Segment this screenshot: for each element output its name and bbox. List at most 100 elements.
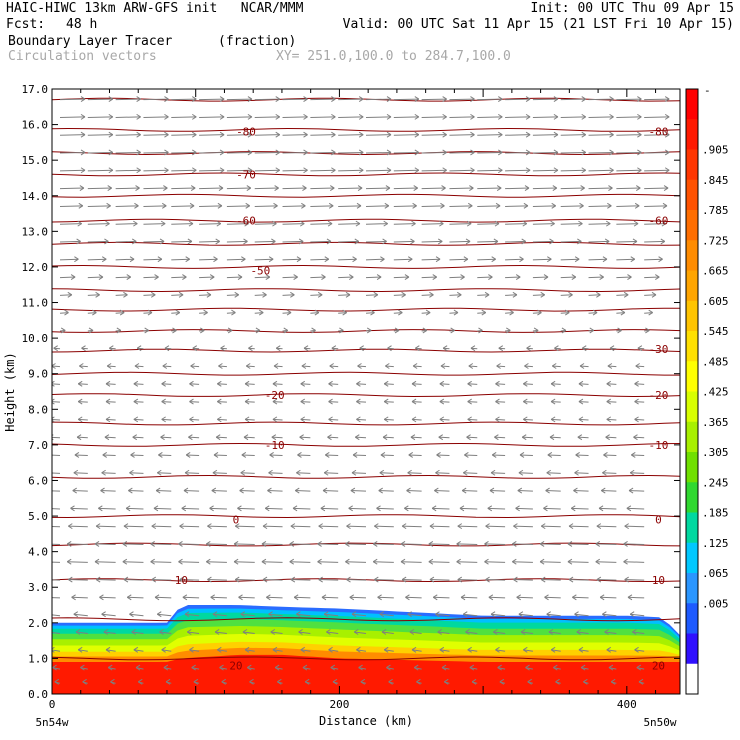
plot-area [52,89,680,694]
wind-vector [254,240,276,243]
wind-vector-head [596,525,602,530]
wind-vector-head [632,629,637,633]
wind-vector-head [581,167,586,171]
contour-line [52,656,680,661]
wind-vector-head [525,167,531,171]
wind-vector [595,543,617,546]
wind-vector-head [283,329,289,334]
wind-vector-head [414,152,420,156]
wind-vector-head [408,454,414,458]
wind-vector-head [394,327,400,331]
wind-vector-head [318,579,323,583]
wind-vector-head [164,96,169,100]
wind-vector-head [74,452,80,456]
contour-label: -20 [649,389,669,402]
wind-vector-head [491,454,497,458]
wind-vector [439,649,450,652]
wind-vector-head [464,452,469,456]
wind-vector [282,312,292,314]
wind-vector-head [496,185,502,189]
wind-vector-head [521,436,527,441]
wind-vector-head [53,347,58,352]
wind-vector-head [192,131,197,136]
wind-vector-head [327,436,332,441]
wind-vector-head [331,152,336,156]
colorbar-top-label: - [704,84,711,97]
wind-vector-head [470,167,475,171]
wind-vector-head [328,383,333,387]
wind-vector-head [182,274,187,278]
wind-vector [549,436,561,439]
wind-vector [272,649,283,652]
wind-vector-head [80,96,86,100]
wind-vector-head [265,274,271,278]
wind-vector-head [553,98,559,103]
wind-vector-head [289,561,295,565]
wind-vector-head [107,664,113,669]
wind-vector-head [496,187,502,191]
wind-vector-head [299,223,305,227]
wind-vector-head [634,649,639,653]
wind-vector-head [521,434,527,438]
wind-vector-head [523,401,528,405]
wind-vector [484,561,506,563]
contour-label: -10 [265,439,285,452]
wind-vector-head [357,365,362,369]
wind-vector-head [411,416,417,420]
wind-vector-head [380,256,385,260]
wind-vector-head [303,96,308,100]
wind-vector-head [136,169,141,174]
colorbar-segment [686,210,698,241]
wind-vector [52,561,61,563]
wind-vector-head [270,629,276,633]
wind-vector-head [193,678,199,683]
wind-vector [243,436,255,439]
wind-vector-head [216,223,222,227]
wind-vector-head [378,487,383,491]
wind-vector [87,205,111,207]
colorbar-segment [686,663,698,695]
wind-vector [519,454,533,457]
wind-vector-head [110,678,115,683]
colorbar-segment [686,89,698,120]
wind-vector [338,276,354,279]
wind-vector-head [595,558,601,563]
wind-vector-head [407,256,413,260]
wind-vector-head [561,329,567,334]
wind-vector-head [352,454,358,458]
wind-vector [133,649,144,652]
wind-vector [115,98,141,101]
wind-vector-head [75,629,81,633]
wind-vector-head [379,611,385,615]
wind-vector [338,240,359,243]
wind-vector-head [628,490,634,494]
wind-vector-head [314,312,320,316]
wind-vector [588,116,614,118]
wind-vector-head [321,274,326,278]
wind-vector-head [515,505,520,509]
wind-vector [573,490,589,492]
wind-vector-head [103,629,109,633]
wind-vector-head [302,664,308,669]
wind-vector-head [329,187,335,191]
wind-vector [282,151,308,154]
wind-vector-head [484,543,489,547]
wind-vector-head [219,113,225,118]
wind-vector [569,579,589,581]
wind-vector-head [164,116,169,120]
y-tick-label: 4.0 [28,546,48,559]
wind-vector-head [549,434,555,438]
wind-vector [150,561,172,563]
wind-vector-head [637,167,642,171]
wind-vector-head [429,291,434,296]
wind-vector-head [240,611,245,615]
wind-vector [162,365,172,368]
wind-vector [254,169,280,172]
wind-vector-head [655,274,660,278]
wind-vector-head [407,613,412,618]
wind-vector [199,151,225,154]
y-tick-label: 3.0 [28,581,48,594]
wind-vector-head [218,187,224,191]
wind-vector [87,223,110,225]
wind-vector-head [400,543,406,547]
